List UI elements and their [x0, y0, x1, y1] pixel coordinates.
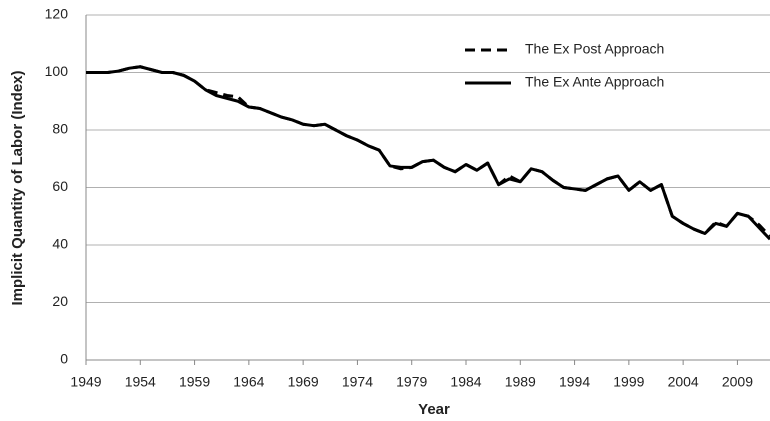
x-tick-label: 2004	[668, 374, 699, 390]
x-tick-label: 1954	[125, 374, 156, 390]
y-tick-label: 20	[52, 293, 68, 309]
y-axis-title: Implicit Quantity of Labor (Index)	[9, 70, 26, 305]
x-tick-label: 1984	[450, 374, 481, 390]
y-tick-label: 60	[52, 178, 68, 194]
x-tick-label: 1949	[70, 374, 101, 390]
series-line	[86, 65, 770, 238]
x-tick-label: 1974	[342, 374, 373, 390]
y-tick-label: 0	[60, 351, 68, 367]
x-tick-label: 1994	[559, 374, 590, 390]
x-tick-label: 2009	[722, 374, 753, 390]
y-tick-label: 120	[45, 6, 69, 22]
x-tick-label: 1964	[233, 374, 264, 390]
x-tick-label: 1999	[613, 374, 644, 390]
y-tick-label: 40	[52, 236, 68, 252]
x-tick-label: 1989	[505, 374, 536, 390]
x-axis-title: Year	[418, 401, 450, 418]
x-tick-label: 1959	[179, 374, 210, 390]
legend-label: The Ex Post Approach	[525, 41, 664, 57]
y-tick-label: 80	[52, 121, 68, 137]
legend-label: The Ex Ante Approach	[525, 74, 664, 90]
x-tick-label: 1969	[288, 374, 319, 390]
y-tick-label: 100	[45, 63, 69, 79]
x-tick-label: 1979	[396, 374, 427, 390]
series-line	[86, 65, 770, 241]
